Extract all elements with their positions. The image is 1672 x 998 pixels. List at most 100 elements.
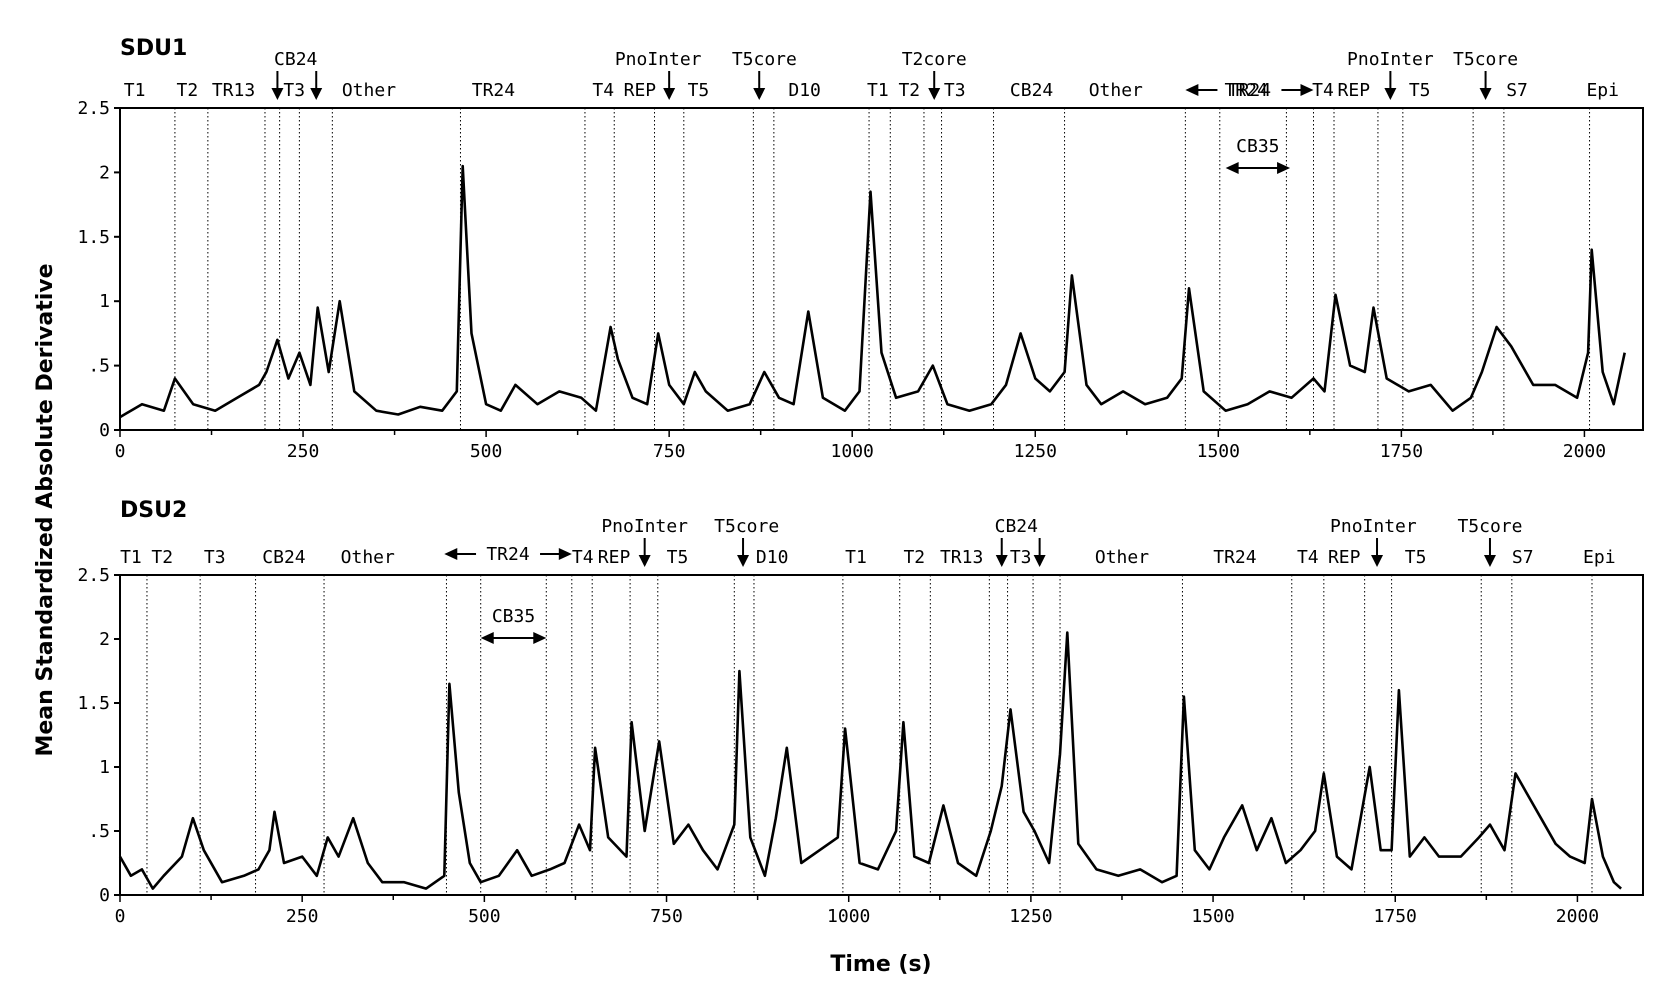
range-label: CB35 <box>492 606 535 627</box>
segment-label: T3 <box>944 80 966 101</box>
data-series-line <box>119 164 1626 419</box>
sdu1-panel: SDU1 0 .5 1 1.5 2 2.5 0 250 500 750 1000 1250 1500 175… <box>77 36 1644 462</box>
x-tick-label: 1000 <box>831 441 874 462</box>
x-tick-label: 0 <box>115 906 126 927</box>
segment-label: T2 <box>151 547 173 568</box>
range-arrow-head <box>1225 162 1239 174</box>
event-arrow-head <box>928 88 941 100</box>
segment-label: D10 <box>756 547 789 568</box>
segment-label: T4 <box>592 80 614 101</box>
segment-label: T2core <box>902 49 967 70</box>
segment-label: T4 <box>1297 547 1319 568</box>
segment-label: CB24 <box>1010 80 1053 101</box>
event-arrow-head <box>271 88 284 100</box>
segment-label: T2 <box>898 80 920 101</box>
event-arrow-head <box>995 555 1008 567</box>
segment-label: REP <box>1328 547 1361 568</box>
x-tick-label: 750 <box>653 441 686 462</box>
segment-label: T5 <box>667 547 689 568</box>
range-arrow-head <box>533 632 547 644</box>
dsu2-panel: DSU2 0 .5 1 1.5 2 2.5 0 250 500 750 1000 1250 1500 175… <box>77 498 1644 927</box>
x-tick-label: 250 <box>287 441 320 462</box>
segment-label: T4 <box>1312 80 1334 101</box>
event-arrow-head <box>753 88 766 100</box>
segment-label: TR13 <box>212 80 255 101</box>
y-tick-label: 1.5 <box>77 693 110 714</box>
x-tick-label: 1250 <box>1014 441 1057 462</box>
range-arrow-head <box>480 632 494 644</box>
segment-label: PnoInter <box>615 49 702 70</box>
segment-label: T5core <box>732 49 797 70</box>
x-tick-label: 1250 <box>1009 906 1052 927</box>
segment-label: PnoInter <box>1330 516 1417 537</box>
panel-title: DSU2 <box>120 498 187 523</box>
range-label: CB35 <box>1236 136 1279 157</box>
y-tick-label: 2 <box>99 162 110 183</box>
segment-label: S7 <box>1512 547 1534 568</box>
segment-label: Epi <box>1586 80 1619 101</box>
segment-label: T5 <box>1409 80 1431 101</box>
segment-label: TR24 <box>472 80 515 101</box>
x-tick-label: 1750 <box>1374 906 1417 927</box>
segment-label: T5core <box>1453 49 1518 70</box>
segment-label: PnoInter <box>1347 49 1434 70</box>
segment-label: REP <box>598 547 631 568</box>
segment-label: TR24 <box>1224 80 1267 101</box>
x-tick-label: 750 <box>650 906 683 927</box>
range-arrow-head <box>444 548 458 560</box>
x-tick-label: 1500 <box>1191 906 1234 927</box>
segment-label: REP <box>624 80 657 101</box>
segment-label: T3 <box>204 547 226 568</box>
y-tick-label: 1.5 <box>77 227 110 248</box>
range-arrow-head <box>558 548 572 560</box>
segment-label: T5 <box>1405 547 1427 568</box>
x-tick-label: 0 <box>115 441 126 462</box>
range-arrow-head <box>1185 84 1199 96</box>
y-tick-label: 1 <box>99 757 110 778</box>
x-tick-label: 250 <box>286 906 319 927</box>
y-tick-label: 2 <box>99 629 110 650</box>
segment-label: REP <box>1338 80 1371 101</box>
segment-label: T2 <box>177 80 199 101</box>
segment-label: CB24 <box>262 547 305 568</box>
segment-label: T2 <box>903 547 925 568</box>
range-arrow-head <box>1277 162 1291 174</box>
segment-label: T1 <box>845 547 867 568</box>
y-tick-label: 2.5 <box>77 98 110 119</box>
x-tick-label: 2000 <box>1563 441 1606 462</box>
x-tick-label: 500 <box>468 906 501 927</box>
y-axis-label: Mean Standardized Absolute Derivative <box>33 263 58 756</box>
y-tick-label: .5 <box>88 821 110 842</box>
segment-label: D10 <box>788 80 821 101</box>
event-arrow-head <box>1479 88 1492 100</box>
x-axis-label: Time (s) <box>830 952 931 977</box>
x-tick-label: 1500 <box>1197 441 1240 462</box>
event-arrow-head <box>1483 555 1496 567</box>
event-arrow-head <box>663 88 676 100</box>
segment-label: T1 <box>120 547 142 568</box>
segment-label: CB24 <box>995 516 1038 537</box>
y-tick-label: 0 <box>99 420 110 441</box>
panel-title: SDU1 <box>120 36 187 61</box>
segment-label: Other <box>1089 80 1143 101</box>
segment-label: T5core <box>714 516 779 537</box>
range-label: TR24 <box>1228 80 1271 101</box>
segment-label: Other <box>341 547 395 568</box>
segment-label: Other <box>1095 547 1149 568</box>
segment-label: T3 <box>1010 547 1032 568</box>
data-series-line <box>118 631 1622 890</box>
event-arrow-head <box>1371 555 1384 567</box>
x-tick-label: 1750 <box>1380 441 1423 462</box>
x-tick-label: 1000 <box>827 906 870 927</box>
range-arrow-head <box>1300 84 1314 96</box>
event-arrow-head <box>310 88 323 100</box>
segment-label: S7 <box>1506 80 1528 101</box>
y-tick-label: 1 <box>99 291 110 312</box>
event-arrow-head <box>1384 88 1397 100</box>
segment-label: TR13 <box>940 547 983 568</box>
segment-label: PnoInter <box>601 516 688 537</box>
x-tick-label: 500 <box>470 441 503 462</box>
segment-label: Epi <box>1583 547 1616 568</box>
segment-label: T1 <box>867 80 889 101</box>
